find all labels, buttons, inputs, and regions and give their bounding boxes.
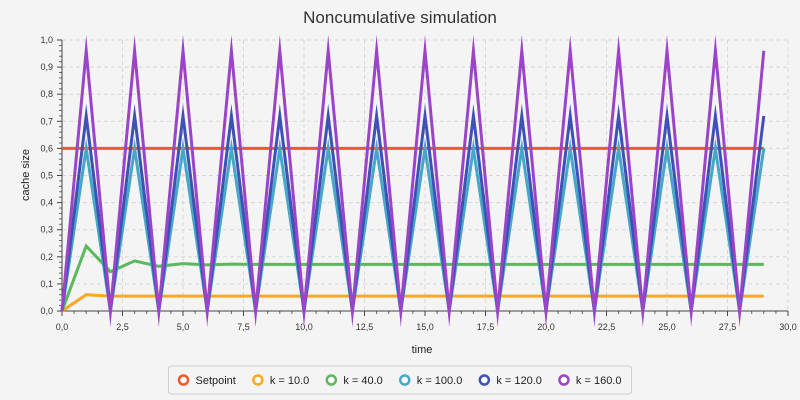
y-tick-label: 0,1 (40, 279, 53, 289)
x-tick-label: 0,0 (56, 322, 69, 332)
legend-label-0: Setpoint (195, 375, 235, 387)
y-tick-label: 0,5 (40, 171, 53, 181)
x-tick-label: 15,0 (416, 322, 434, 332)
legend-marker-0 (177, 374, 190, 386)
y-axis: 0,0 0,1 0,2 0,3 0,4 0,5 0,6 0,7 0,8 0,9 1,0 (40, 35, 63, 316)
legend-marker-1 (252, 374, 264, 386)
legend-label-3: k = 100.0 (417, 375, 463, 387)
legend-label-2: k = 40.0 (343, 375, 382, 387)
x-tick-label: 12,5 (356, 322, 374, 332)
x-tick-label: 7,5 (237, 322, 250, 332)
legend-marker-5 (558, 374, 570, 386)
x-tick-label: 30,0 (779, 322, 797, 332)
legend-label-4: k = 120.0 (496, 375, 542, 387)
series-line-1 (61, 293, 764, 313)
y-tick-label: 0,8 (40, 89, 53, 99)
x-axis-label: time (412, 344, 433, 356)
y-tick-label: 0,3 (40, 225, 53, 235)
x-tick-label: 17,5 (477, 322, 495, 332)
legend-marker-4 (478, 374, 491, 386)
legend-label-1: k = 10.0 (270, 375, 309, 387)
legend-marker-3 (399, 374, 411, 386)
y-tick-label: 0,7 (40, 116, 53, 126)
y-tick-label: 0,2 (40, 252, 53, 262)
x-tick-label: 25,0 (658, 322, 676, 332)
y-tick-label: 1,0 (40, 35, 53, 45)
legend-label-5: k = 160.0 (576, 375, 622, 387)
y-axis-label: cache size (20, 149, 32, 201)
y-tick-label: 0,9 (40, 62, 53, 72)
chart-title: Noncumulative simulation (303, 8, 497, 27)
x-tick-label: 2,5 (116, 322, 129, 332)
legend: Setpoint k = 10.0 k = 40.0 k = 100.0 k = 120… (167, 365, 633, 395)
x-tick-label: 27,5 (719, 322, 737, 332)
x-axis: 0,0 2,5 5,0 7,5 10,0 12,5 15,0 17,5 20,0 22,5 25,0… (56, 310, 797, 332)
x-tick-label: 5,0 (177, 322, 190, 332)
series-layer (60, 34, 766, 328)
y-tick-label: 0,0 (40, 306, 53, 316)
x-tick-label: 22,5 (598, 322, 616, 332)
legend-marker-2 (325, 374, 338, 386)
y-tick-label: 0,4 (40, 198, 53, 208)
y-tick-label: 0,6 (40, 143, 53, 153)
series-line-5 (60, 34, 766, 328)
